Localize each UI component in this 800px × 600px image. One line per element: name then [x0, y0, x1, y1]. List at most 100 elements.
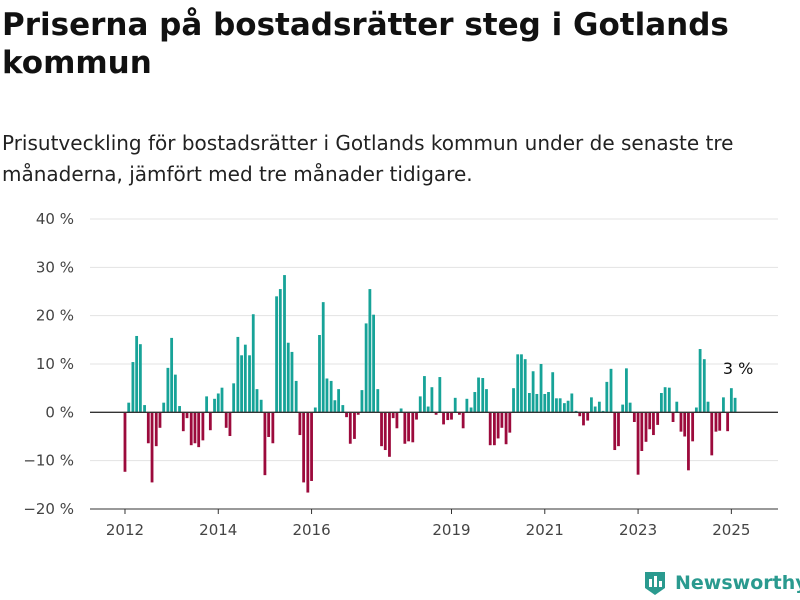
x-tick-label: 2025 [712, 521, 750, 539]
bar [267, 412, 271, 437]
bar [648, 412, 652, 430]
bar [465, 398, 469, 413]
bar [127, 402, 131, 413]
bar [667, 387, 671, 413]
bar [353, 412, 356, 439]
bar [551, 372, 555, 413]
bar [718, 412, 722, 431]
bar [345, 412, 348, 418]
bar [185, 412, 189, 419]
bar [189, 412, 193, 446]
bar [364, 323, 368, 413]
bar [259, 399, 263, 413]
bar [248, 355, 251, 413]
bar [224, 412, 228, 428]
tick-labels: −20 % −10 % 0 % 10 % 20 % 30 % 40 % 2012 2014 201… [23, 210, 753, 539]
bar [481, 378, 485, 413]
bar [555, 398, 558, 413]
bar [706, 401, 710, 413]
bar [348, 412, 352, 444]
bar [729, 388, 733, 413]
bar [173, 374, 177, 413]
bar [473, 392, 477, 413]
bar [263, 412, 267, 476]
bar [458, 412, 461, 415]
bar [640, 412, 644, 451]
bar [450, 412, 453, 420]
bar [496, 412, 500, 439]
bar [644, 412, 648, 442]
bar [290, 351, 294, 413]
bar [407, 412, 410, 442]
bar [193, 412, 197, 444]
bar [123, 412, 127, 472]
x-tick-label: 2016 [292, 521, 330, 539]
chart-subtitle: Prisutveckling för bostadsrätter i Gotla… [2, 131, 734, 186]
bar [597, 401, 601, 413]
bar [329, 380, 333, 413]
y-tick-label: −10 % [23, 452, 74, 470]
bar [508, 412, 512, 433]
x-tick-label: 2014 [199, 521, 237, 539]
bar [601, 410, 605, 413]
bar [438, 377, 442, 413]
bar [477, 377, 480, 413]
bar [582, 412, 585, 426]
bar [691, 412, 695, 442]
bar [313, 407, 317, 413]
bar [531, 371, 535, 413]
bar [562, 403, 566, 413]
bar [278, 289, 282, 413]
bar [574, 410, 578, 413]
bar [403, 412, 407, 444]
bar [360, 390, 364, 413]
bar [434, 412, 438, 415]
bar [570, 393, 574, 413]
bar [391, 412, 395, 419]
bar-chart: −20 % −10 % 0 % 10 % 20 % 30 % 40 % 2012 2014 201… [23, 210, 778, 539]
bar [605, 381, 609, 413]
bar [469, 407, 473, 413]
y-tick-label: 0 % [45, 403, 74, 421]
bar [663, 387, 667, 413]
bar [306, 412, 310, 493]
bar [461, 412, 465, 429]
bar [158, 412, 162, 428]
bar [236, 336, 240, 413]
bar [698, 349, 702, 413]
bar [255, 389, 259, 413]
bar [527, 393, 531, 413]
bar [636, 412, 640, 475]
bar [294, 380, 298, 413]
bar [286, 342, 290, 413]
bar [146, 412, 150, 444]
bar [485, 389, 488, 413]
bars [123, 275, 737, 493]
x-tick-label: 2012 [106, 521, 144, 539]
bar [543, 393, 547, 413]
bar [318, 335, 321, 413]
bar [298, 412, 302, 436]
bar [380, 412, 383, 447]
bar [372, 314, 375, 413]
y-tick-label: −20 % [23, 500, 74, 518]
bar [321, 302, 325, 413]
y-tick-label: 10 % [36, 355, 74, 373]
bar [593, 406, 597, 413]
bar [201, 412, 205, 441]
bar [283, 275, 286, 413]
bar [356, 412, 360, 415]
bar [181, 412, 185, 432]
bar [376, 389, 380, 413]
x-tick-label: 2021 [526, 521, 564, 539]
bar [143, 405, 146, 413]
bar [135, 335, 139, 413]
bar [399, 408, 403, 413]
bar [333, 400, 337, 413]
bar [197, 412, 201, 448]
bar [150, 412, 154, 483]
bar [714, 412, 718, 432]
bar [702, 359, 706, 413]
bar [446, 412, 450, 421]
gridlines [90, 218, 778, 510]
